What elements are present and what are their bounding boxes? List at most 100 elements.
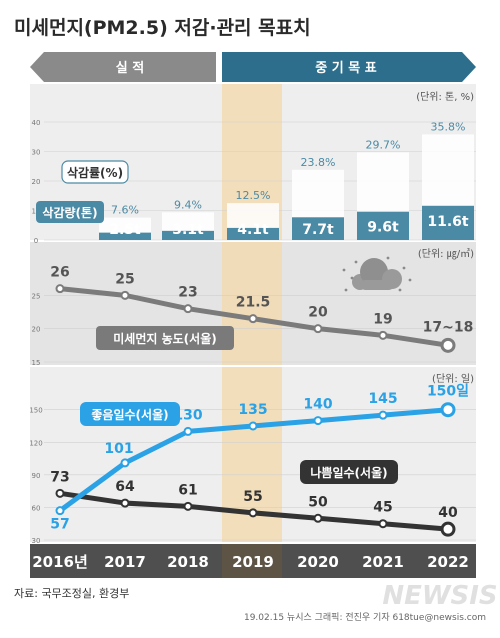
ytick-concentration: 25	[32, 292, 41, 300]
ytick-reduction: 30	[32, 149, 41, 157]
point-concentration	[183, 304, 193, 314]
ytick-days: 120	[29, 439, 42, 447]
point-bad-days	[378, 519, 388, 529]
legend-bad: 나쁨일수(서울)	[310, 465, 387, 480]
cloud-dot	[354, 260, 358, 264]
label-concentration: 19	[373, 311, 392, 327]
tons-label: 7.7t	[302, 222, 334, 238]
tons-label: 2.5t	[109, 222, 141, 238]
point-concentration	[313, 324, 323, 334]
ytick-concentration: 20	[32, 326, 41, 334]
year-label: 2016년	[32, 553, 88, 571]
legend-tons: 삭감량(톤)	[42, 205, 97, 220]
legend-concentration-box	[96, 326, 234, 350]
actual-arrow	[30, 52, 216, 82]
label-concentration: 17~18	[423, 319, 474, 335]
label-bad-days: 55	[243, 489, 262, 505]
point-bad-days	[120, 498, 130, 508]
point-good-days	[378, 410, 388, 420]
ytick-days: 150	[29, 407, 42, 415]
rate-label: 7.6%	[111, 204, 139, 217]
legend-bad-box	[300, 460, 398, 484]
point-concentration	[378, 330, 388, 340]
bar-tons	[422, 205, 474, 240]
year-label: 2019	[232, 553, 274, 571]
tons-label: 11.6t	[427, 214, 469, 230]
unit-days: (단위: 일)	[432, 372, 474, 385]
bar-tons	[227, 227, 279, 240]
label-bad-days: 64	[115, 479, 135, 495]
point-bad-days	[248, 508, 258, 518]
label-concentration: 26	[50, 265, 69, 281]
ytick-days: 60	[32, 504, 41, 512]
point-good-days	[313, 416, 323, 426]
tons-label: 4.1t	[237, 222, 269, 238]
unit-concentration: (단위: ㎍/㎥)	[418, 247, 474, 260]
label-good-days: 130	[173, 407, 202, 423]
year-label: 2018	[167, 553, 209, 571]
cloud-dot	[342, 268, 346, 272]
cloud-dot	[408, 278, 412, 282]
point-bad-days	[183, 501, 193, 511]
year-label: 2022	[427, 553, 469, 571]
page-title: 미세먼지(PM2.5) 저감·관리 목표치	[14, 17, 311, 39]
point-concentration	[55, 284, 65, 294]
legend-concentration: 미세먼지 농도(서울)	[113, 331, 216, 346]
rate-label: 12.5%	[236, 189, 271, 202]
label-good-days: 140	[303, 397, 332, 413]
point-good-days	[120, 458, 130, 468]
ytick-reduction: 40	[32, 119, 41, 127]
year-label: 2020	[297, 553, 339, 571]
label-concentration: 21.5	[236, 295, 271, 311]
cloud-icon-part	[360, 258, 388, 286]
credit-line: 19.02.15 뉴시스 그래픽: 전진우 기자 618tue@newsis.c…	[244, 612, 486, 623]
label-bad-days: 73	[50, 469, 69, 485]
tons-label: 9.6t	[367, 220, 399, 236]
cloud-icon	[342, 256, 412, 292]
point-good-days	[183, 426, 193, 436]
label-bad-days: 45	[373, 500, 392, 516]
ytick-reduction: 20	[32, 178, 41, 186]
cloud-dot	[398, 288, 402, 292]
unit-reduction: (단위: 톤, %)	[416, 90, 474, 103]
point-good-days	[248, 421, 258, 431]
year-label: 2017	[104, 553, 146, 571]
tons-label: 3.1t	[172, 222, 204, 238]
cloud-dot	[344, 288, 348, 292]
target-arrow	[222, 52, 476, 82]
point-bad-days	[55, 488, 65, 498]
bar-tons	[99, 232, 151, 240]
rate-label: 29.7%	[366, 138, 401, 151]
label-concentration: 25	[115, 271, 134, 287]
label-concentration: 23	[178, 285, 197, 301]
year-band-highlight	[222, 544, 282, 578]
point-bad-days	[440, 521, 456, 537]
point-concentration	[440, 337, 456, 353]
actual-label: 실 적	[116, 60, 144, 76]
rate-label: 9.4%	[174, 198, 202, 211]
rate-label: 35.8%	[431, 120, 466, 133]
ytick-days: 30	[32, 537, 41, 545]
cloud-icon-part	[360, 280, 394, 290]
legend-good-box	[80, 402, 180, 426]
cloud-dot	[386, 256, 390, 260]
point-concentration	[248, 314, 258, 324]
point-good-days	[440, 402, 456, 418]
point-concentration	[120, 290, 130, 300]
point-good-days	[55, 506, 65, 516]
legend-rate: 삭감률(%)	[67, 165, 123, 180]
source-note: 자료: 국무조정실, 환경부	[14, 587, 129, 600]
ytick-reduction: 0	[34, 237, 38, 245]
bar-tons	[357, 211, 409, 240]
label-good-days: 135	[238, 402, 267, 418]
bar-tons	[292, 217, 344, 240]
label-concentration: 20	[308, 305, 328, 321]
ytick-concentration: 15	[32, 359, 41, 367]
label-good-days: 101	[104, 441, 133, 457]
label-bad-days: 61	[178, 482, 197, 498]
cloud-dot	[402, 266, 406, 270]
cloud-dot	[350, 276, 354, 280]
label-good-days: 150일	[427, 384, 469, 400]
